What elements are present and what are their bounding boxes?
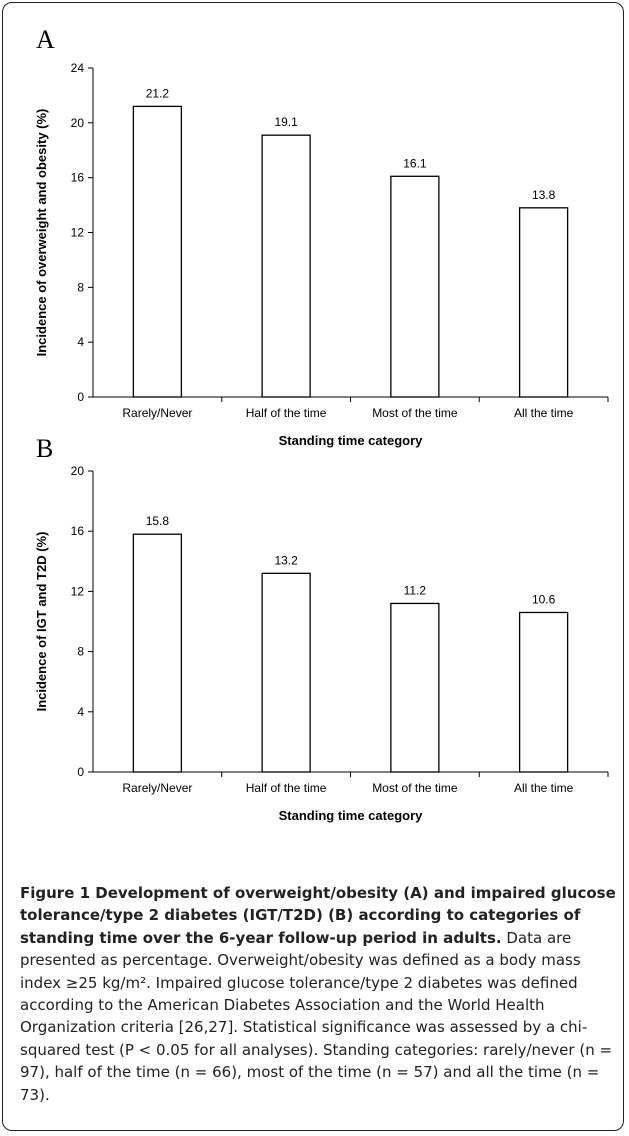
panel-b-value-label: 11.2 — [404, 583, 427, 597]
panel-b-bar — [132, 533, 183, 773]
panel-b-y-tick-label: 12 — [71, 584, 85, 598]
panel-b-y-axis-title: Incidence of IGT and T2D (%) — [34, 532, 49, 712]
figure-charts: A 0 4 8 12 16 20 24 21.2 Rarely/Never 19.1 Half of … — [34, 25, 609, 823]
panel-b-bar — [518, 611, 569, 773]
panel-a-y-tick-label: 20 — [71, 116, 85, 130]
caption-body: Data are presented as percentage. Overwe… — [20, 928, 613, 1104]
figure-caption: Figure 1 Development of overweight/obesi… — [20, 882, 616, 1106]
panel-b-value-label: 15.8 — [146, 514, 170, 528]
panel-b-y-tick-label: 20 — [71, 464, 85, 478]
panel-a-category-label: Half of the time — [246, 406, 327, 420]
panel-a-y-tick-label: 16 — [71, 171, 85, 185]
panel-a-y-tick-label: 0 — [77, 390, 84, 404]
panel-b-category-label: Half of the time — [246, 781, 327, 795]
panel-a-label: A — [36, 25, 55, 54]
panel-a-value-label: 21.2 — [146, 86, 170, 100]
panel-b-category-label: Most of the time — [372, 781, 458, 795]
panel-a-bar — [518, 207, 569, 398]
panel-a-bar — [390, 175, 440, 398]
panel-b-y-tick-label: 0 — [77, 765, 84, 779]
panel-a-y-axis-title: Incidence of overweight and obesity (%) — [34, 109, 49, 357]
panel-a-y-tick-label: 12 — [71, 226, 85, 240]
panel-a-value-label: 13.8 — [532, 188, 556, 202]
panel-a-y-tick-label: 8 — [77, 280, 84, 294]
panel-b-bar — [261, 572, 311, 773]
panel-b-y-tick-label: 8 — [77, 645, 84, 659]
panel-b-label: B — [36, 434, 53, 463]
panel-a-y-tick-label: 24 — [71, 61, 85, 75]
panel-b-category-label: Rarely/Never — [122, 781, 192, 795]
panel-b-y-tick-label: 4 — [77, 705, 84, 719]
panel-b-value-label: 13.2 — [274, 553, 298, 567]
panel-b-y-tick-label: 16 — [71, 524, 85, 538]
panel-a-category-label: Rarely/Never — [122, 406, 192, 420]
panel-a-x-axis-title: Standing time category — [279, 433, 424, 448]
panel-a-value-label: 19.1 — [274, 115, 298, 129]
panel-a-bar — [261, 134, 311, 398]
panel-a-bar — [132, 105, 183, 398]
panel-b-value-label: 10.6 — [532, 592, 556, 606]
panel-b-category-label: All the time — [514, 781, 574, 795]
panel-b-x-axis-title: Standing time category — [279, 808, 424, 823]
panel-a-category-label: Most of the time — [372, 406, 458, 420]
caption-title: Figure 1 Development of overweight/obesi… — [20, 884, 616, 947]
panel-a-value-label: 16.1 — [403, 156, 427, 170]
panel-a-y-tick-label: 4 — [77, 335, 84, 349]
panel-b-bar — [390, 602, 440, 773]
panel-a-category-label: All the time — [514, 406, 574, 420]
